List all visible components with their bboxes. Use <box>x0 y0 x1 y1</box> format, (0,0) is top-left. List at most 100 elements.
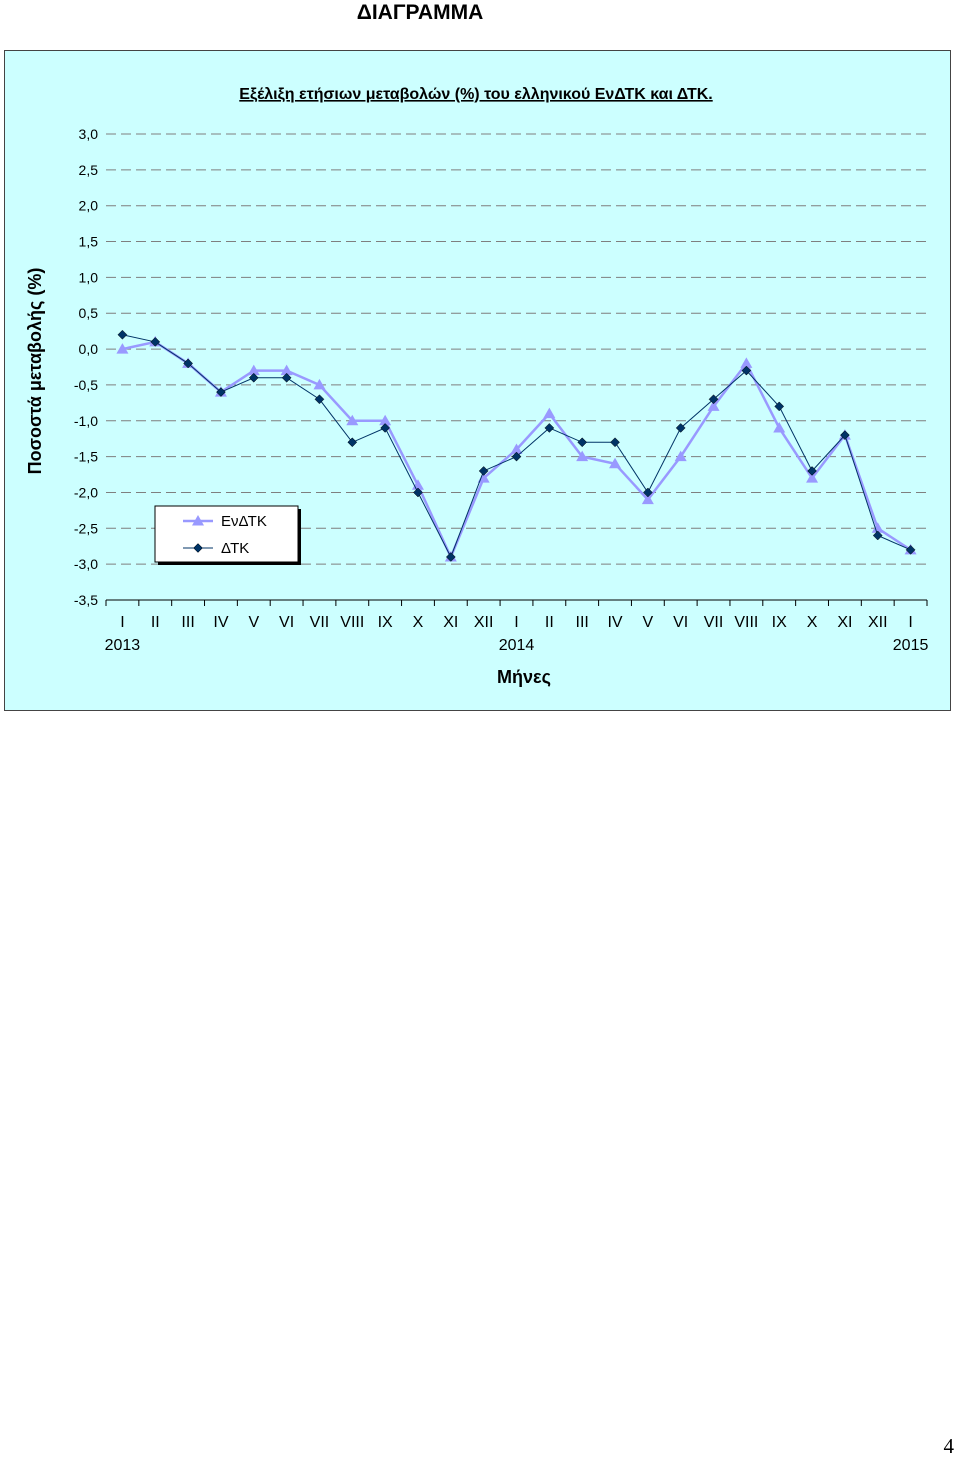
x-tick-label: I <box>514 614 518 631</box>
x-tick-label: XII <box>474 614 494 631</box>
y-tick-label: -1,0 <box>74 413 98 429</box>
data-point <box>643 487 653 498</box>
legend-box <box>154 505 299 563</box>
data-point <box>280 364 293 376</box>
data-point <box>610 437 620 448</box>
legend-label: ΔΤΚ <box>221 540 249 557</box>
data-point <box>872 530 883 541</box>
y-tick-label: 0,0 <box>79 341 99 357</box>
document-heading: ΔΙΑΓΡΑΜΜΑ <box>356 1 484 24</box>
data-point <box>117 329 128 340</box>
x-tick-label: VII <box>704 614 724 631</box>
x-tick-label: VI <box>279 614 294 631</box>
data-point <box>248 372 259 383</box>
x-tick-label: II <box>545 614 554 631</box>
y-tick-label: -3,5 <box>74 592 98 608</box>
data-point <box>675 423 686 433</box>
y-tick-label: 2,0 <box>79 198 99 214</box>
data-point <box>807 466 817 476</box>
legend: ΕνΔΤΚ ΔΤΚ <box>154 505 301 565</box>
data-point <box>576 450 589 462</box>
chart-frame: Εξέλιξη ετήσιων μεταβολών (%) του ελληνι… <box>4 50 951 711</box>
x-tick-label: V <box>643 614 654 631</box>
data-point <box>806 472 819 483</box>
data-point <box>478 466 489 476</box>
data-point <box>773 421 786 433</box>
y-axis-label: Ποσοστά μεταβολής (%) <box>25 268 45 475</box>
legend-marker <box>193 543 203 553</box>
page-number: 4 <box>943 1434 955 1458</box>
x-tick-label: X <box>807 614 818 631</box>
y-tick-label: -3,0 <box>74 556 98 572</box>
data-point <box>674 450 687 462</box>
x-tick-label: VIII <box>734 614 758 631</box>
grid <box>106 133 927 565</box>
x-tick-label: VII <box>310 614 330 631</box>
data-point <box>380 423 390 433</box>
legend-marker <box>192 515 204 526</box>
year-label: 2013 <box>105 637 141 654</box>
x-tick-label: XII <box>868 614 888 631</box>
data-point <box>313 378 326 390</box>
y-tick-label: 1,5 <box>79 234 99 250</box>
x-tick-label: III <box>576 614 589 631</box>
data-point <box>116 343 129 354</box>
data-point <box>413 487 423 498</box>
x-tick-label: IV <box>607 614 622 631</box>
year-label: 2015 <box>893 637 929 654</box>
x-tick-label: XI <box>837 614 852 631</box>
data-point <box>641 493 654 505</box>
x-tick-label: I <box>908 614 912 631</box>
data-point <box>216 387 226 397</box>
legend-label: ΕνΔΤΚ <box>221 513 267 530</box>
y-tick-label: 0,5 <box>79 305 99 321</box>
x-tick-label: X <box>413 614 424 631</box>
x-tick-label: IX <box>772 614 787 631</box>
x-axis-label: Μήνες <box>497 667 551 687</box>
year-label: 2014 <box>499 637 535 654</box>
y-tick-label: 1,0 <box>79 269 99 285</box>
x-tick-label: IV <box>213 614 228 631</box>
x-tick-label: I <box>120 614 124 631</box>
y-tick-label: -0,5 <box>74 377 98 393</box>
x-tick-label: VI <box>673 614 688 631</box>
data-point <box>346 414 359 426</box>
data-point <box>840 430 850 440</box>
data-point <box>774 401 785 412</box>
y-tick-label: 2,5 <box>79 162 99 178</box>
x-tick-label: IX <box>378 614 393 631</box>
y-tick-label: -2,0 <box>74 484 98 500</box>
data-point <box>741 365 752 376</box>
x-tick-label: XI <box>443 614 458 631</box>
data-point <box>247 364 260 376</box>
line-chart: Εξέλιξη ετήσιων μεταβολών (%) του ελληνι… <box>25 86 929 687</box>
data-point <box>314 394 325 405</box>
series-2 <box>117 329 916 562</box>
data-point <box>609 457 622 469</box>
x-tick-label: VIII <box>340 614 364 631</box>
y-tick-label: 3,0 <box>79 126 99 142</box>
data-point <box>708 394 719 405</box>
x-tick-label: III <box>181 614 194 631</box>
data-point <box>510 443 523 454</box>
data-point <box>511 451 522 462</box>
data-point <box>543 407 556 419</box>
axes: 3,0 2,5 2,0 1,5 1,0 0,5 0,0 -0,5 -1,0 -1,5 -2,0 -2,… <box>74 126 929 654</box>
x-tick-label: II <box>151 614 160 631</box>
data-point <box>281 372 292 383</box>
data-point <box>871 522 884 533</box>
series-layer <box>116 329 917 562</box>
data-point <box>577 437 588 448</box>
data-point <box>183 358 193 369</box>
y-tick-label: -1,5 <box>74 449 98 465</box>
chart-title: Εξέλιξη ετήσιων μεταβολών (%) του ελληνι… <box>239 86 712 103</box>
data-point <box>347 437 358 448</box>
data-point <box>544 423 555 433</box>
data-point <box>707 400 720 411</box>
data-point <box>905 544 916 555</box>
data-point <box>379 414 392 426</box>
y-tick-label: -2,5 <box>74 520 98 536</box>
data-point <box>740 357 753 368</box>
data-point <box>445 552 456 562</box>
x-tick-label: V <box>248 614 259 631</box>
